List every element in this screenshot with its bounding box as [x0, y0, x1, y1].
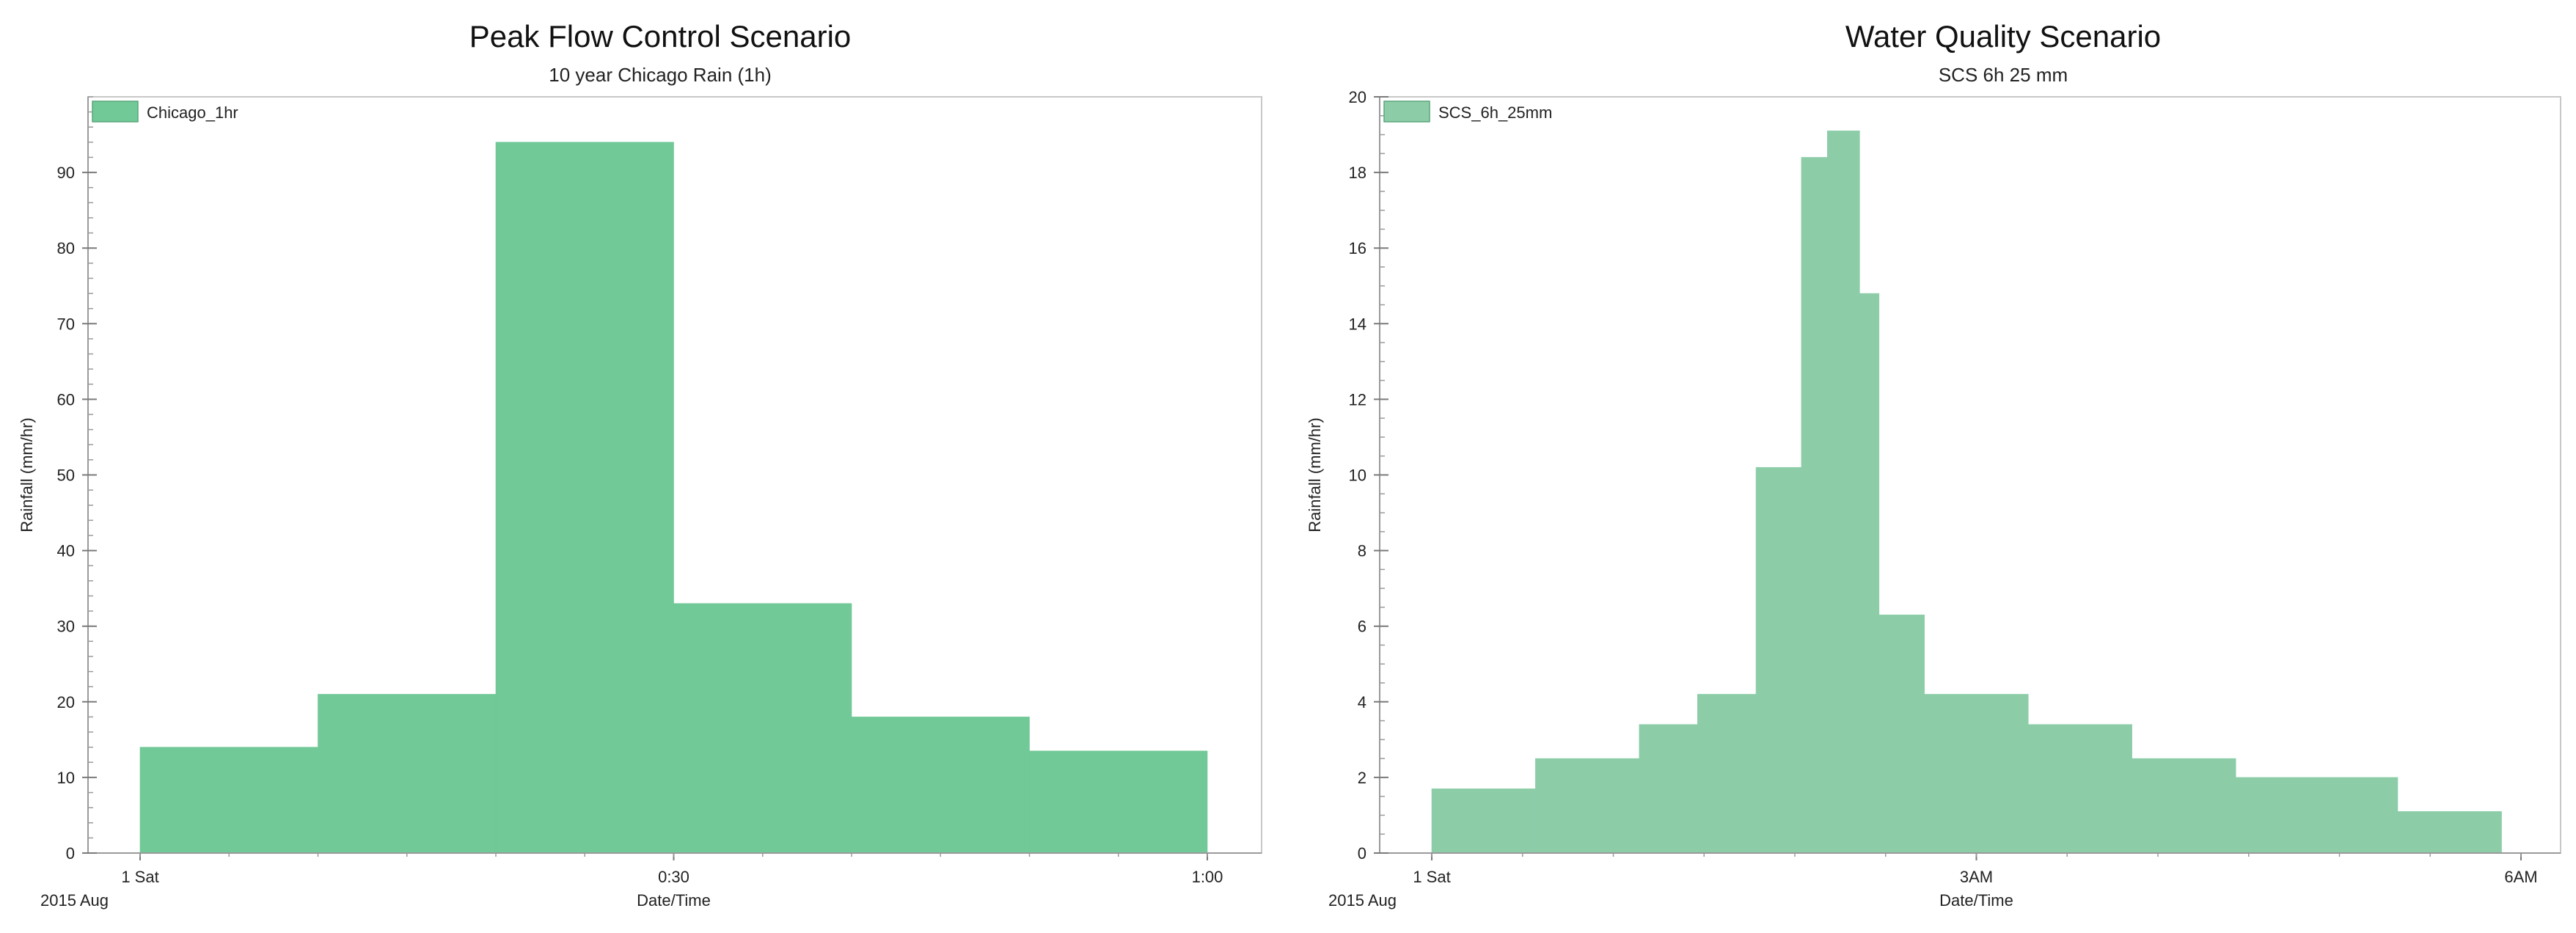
y-tick-label: 30 — [57, 618, 75, 636]
legend-swatch — [1383, 100, 1430, 122]
legend: Chicago_1hr — [92, 100, 238, 122]
y-tick-label: 14 — [1349, 315, 1366, 333]
bar-5 — [1801, 157, 1828, 854]
bar-6 — [1827, 131, 1860, 854]
y-tick-label: 60 — [57, 390, 75, 409]
y-tick-label: 8 — [1358, 542, 1366, 560]
chart-peak-flow-svg: Peak Flow Control Scenario 10 year Chicag… — [18, 19, 1262, 910]
y-tick-label: 70 — [57, 315, 75, 333]
y-tick-label: 10 — [1349, 466, 1366, 485]
bar-12 — [2235, 777, 2398, 854]
x-tick-label: 1 Sat — [1413, 868, 1450, 886]
y-tick-label: 0 — [66, 844, 75, 863]
x-tick-label: 1 Sat — [121, 868, 158, 886]
bar-2 — [1639, 724, 1698, 854]
x-tick-label: 1:00 — [1192, 868, 1223, 886]
x-tick-label: 3AM — [1960, 868, 1993, 886]
y-tick-label: 10 — [57, 769, 75, 787]
bar-3 — [673, 603, 852, 854]
chart-title: Water Quality Scenario — [1845, 19, 2161, 54]
x-axis-title: Date/Time — [1939, 891, 2013, 910]
bar-8 — [1878, 614, 1925, 854]
y-tick-label: 16 — [1349, 239, 1366, 257]
legend-label: Chicago_1hr — [147, 103, 238, 122]
chart-water-quality-svg: Water Quality Scenario SCS 6h 25 mm 0 2 4 6 8 1… — [1306, 19, 2561, 910]
chart-panel-water-quality: Water Quality Scenario SCS 6h 25 mm 0 2 4 6 8 1… — [1288, 0, 2576, 933]
chart-panel-peak-flow: Peak Flow Control Scenario 10 year Chicag… — [18, 19, 1262, 910]
legend-label: SCS_6h_25mm — [1438, 103, 1552, 122]
x-tick-label: 6AM — [2504, 868, 2537, 886]
bar-0 — [1431, 789, 1536, 854]
y-axis-title: Rainfall (mm/hr) — [18, 417, 36, 532]
bar-0 — [139, 747, 318, 854]
y-tick-label: 2 — [1358, 769, 1366, 787]
bar-7 — [1859, 293, 1880, 854]
bar-13 — [2397, 811, 2502, 854]
chart-title: Peak Flow Control Scenario — [469, 19, 852, 54]
y-tick-label: 90 — [57, 164, 75, 182]
bar-10 — [2027, 724, 2132, 854]
x-axis-title: Date/Time — [637, 891, 711, 910]
x-tick-label: 0:30 — [658, 868, 689, 886]
bar-4 — [851, 717, 1030, 854]
y-tick-label: 6 — [1358, 618, 1366, 636]
bar-1 — [1535, 758, 1640, 854]
bar-2 — [495, 142, 674, 854]
x-date-label: 2015 Aug — [1328, 891, 1397, 910]
y-tick-label: 18 — [1349, 164, 1366, 182]
bar-4 — [1755, 466, 1802, 854]
bar-9 — [1924, 694, 2029, 854]
legend-swatch — [92, 100, 139, 122]
y-tick-label: 4 — [1358, 693, 1366, 711]
y-tick-label: 20 — [1349, 88, 1366, 106]
y-tick-label: 40 — [57, 542, 75, 560]
y-tick-label: 12 — [1349, 390, 1366, 409]
y-tick-label: 20 — [57, 693, 75, 711]
legend: SCS_6h_25mm — [1383, 100, 1552, 122]
bar-3 — [1697, 694, 1757, 854]
bar-5 — [1029, 750, 1208, 854]
y-axis-title: Rainfall (mm/hr) — [1306, 417, 1324, 532]
y-tick-label: 80 — [57, 239, 75, 257]
bar-11 — [2132, 758, 2236, 854]
y-tick-label: 50 — [57, 466, 75, 485]
bar-1 — [318, 694, 497, 854]
chart-subtitle: 10 year Chicago Rain (1h) — [549, 64, 772, 86]
y-tick-label: 0 — [1358, 844, 1366, 863]
chart-subtitle: SCS 6h 25 mm — [1939, 64, 2068, 86]
x-date-label: 2015 Aug — [40, 891, 109, 910]
